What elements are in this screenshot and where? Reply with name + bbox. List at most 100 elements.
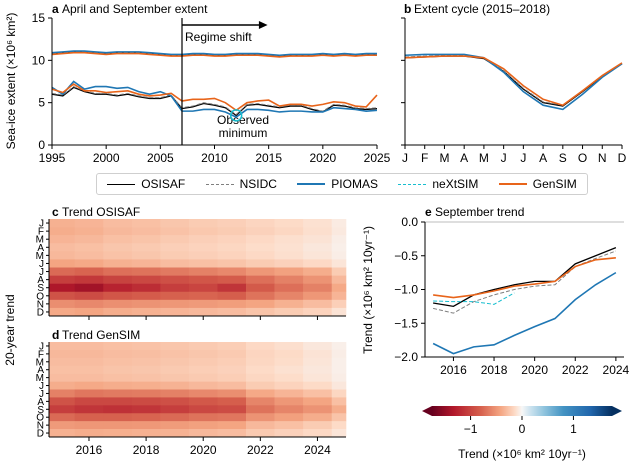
panel-d-cell	[74, 429, 104, 438]
panel-d-cell	[49, 413, 76, 422]
panel-b-xtick-label: F	[421, 151, 428, 165]
panel-d-cell	[160, 413, 190, 422]
panel-d-cell	[103, 373, 133, 382]
panel-c-cell	[49, 299, 76, 309]
panel-c-cell	[49, 291, 76, 301]
panel-d-ytick-label: A	[37, 397, 44, 408]
panel-d-ytick-label: F	[38, 349, 44, 360]
panel-d-cell	[331, 421, 347, 430]
legend-item-nsidc: NSIDC	[205, 177, 277, 191]
panel-c-ytick-label: F	[38, 227, 44, 238]
panel-d-cell	[188, 365, 218, 374]
panel-c-cell	[49, 243, 76, 252]
panel-e-xtick-label: 2016	[440, 363, 467, 377]
panel-d-cell	[131, 413, 161, 422]
panel-d-cell	[49, 342, 76, 351]
panel-d-cell	[303, 357, 333, 367]
panel-d-cell	[103, 405, 133, 414]
panel-c-cell	[131, 307, 161, 317]
colorbar-gradient	[432, 406, 612, 416]
panel-c-cell	[188, 227, 218, 236]
panel-c-cell	[131, 243, 161, 252]
panel-d-xtick-label: 2020	[190, 443, 217, 457]
legend-label-nsidc: NSIDC	[239, 177, 277, 191]
panel-e-ytick-label: −2.0	[394, 350, 418, 364]
panel-c-cell	[74, 259, 104, 268]
panel-d-cell	[274, 365, 304, 374]
panel-c-cell	[331, 227, 347, 236]
panel-d-cell	[49, 373, 76, 382]
panel-d-cell	[246, 349, 275, 359]
panel-e-letter: e	[425, 205, 432, 219]
panel-a-xtick-label: 2000	[93, 151, 120, 165]
panel-d-cell	[49, 421, 76, 430]
panel-d-cell	[103, 357, 133, 367]
panel-d-cell	[303, 389, 333, 398]
panel-d-cell	[246, 405, 275, 414]
panel-c-cell	[49, 227, 76, 236]
panel-d-cell	[217, 389, 247, 398]
panel-d-cell	[188, 397, 218, 406]
panel-e-ytick-label: −1.0	[394, 283, 418, 297]
panel-c-cell	[331, 307, 347, 317]
panel-c-cell	[103, 251, 133, 260]
panel-d-cell	[160, 373, 190, 382]
panel-c-cell	[188, 283, 218, 293]
panel-c-cell	[74, 235, 104, 244]
panel-a-ytick-label: 0	[38, 138, 45, 152]
panel-c-cell	[74, 299, 104, 309]
panel-d-ytick-label: O	[36, 413, 44, 424]
panel-c-cell	[303, 251, 333, 260]
legend-swatch-gensim	[498, 183, 527, 185]
panel-d-cell	[49, 405, 76, 414]
panel-c-cell	[131, 235, 161, 244]
panel-d-cell	[217, 365, 247, 374]
panel-d-cell	[49, 397, 76, 406]
panel-c-cell	[217, 243, 247, 252]
panel-d-ytick-label: N	[37, 421, 44, 432]
panel-c-cell	[49, 267, 76, 276]
panel-c-cell	[188, 251, 218, 260]
panel-e-ytick-label: −0.5	[394, 249, 418, 263]
panel-c-cell	[131, 291, 161, 301]
legend: OSISAF NSIDC PIOMAS neXtSIM GenSIM	[96, 173, 588, 195]
panel-d-cell	[274, 429, 304, 438]
panel-c-cell	[331, 267, 347, 276]
panel-d-cell	[74, 397, 104, 406]
panel-d-cell	[217, 381, 247, 390]
legend-label-osisaf: OSISAF	[141, 177, 186, 191]
panel-d-cell	[331, 381, 347, 390]
panel-c-cell	[160, 259, 190, 268]
panel-a-xtick-label: 2015	[255, 151, 282, 165]
panel-c-cell	[274, 299, 304, 309]
panel-c-cell	[303, 219, 333, 228]
panel-c-ytick-label: J	[39, 267, 44, 278]
panel-c-cell	[303, 243, 333, 252]
panel-c-ytick-label: D	[37, 307, 44, 318]
panel-c-cell	[131, 283, 161, 293]
panel-a-xtick-label: 1995	[39, 151, 66, 165]
panel-c-cell	[217, 259, 247, 268]
panel-d-cell	[131, 357, 161, 367]
panel-d-cell	[74, 389, 104, 398]
panel-e-series-line	[433, 247, 617, 308]
panel-c-cell	[74, 227, 104, 236]
panel-a-line-chart: 0 5 10 15 1995 2000 2005 2010 2015 2020 2025	[32, 11, 391, 165]
panel-c-cell	[103, 275, 133, 284]
panel-e-xtick-label: 2024	[603, 363, 630, 377]
panel-d-cell	[217, 421, 247, 430]
panel-c-cell	[49, 275, 76, 284]
panel-d-cell	[217, 349, 247, 359]
panel-c-cell	[246, 267, 275, 276]
panel-c-cell	[131, 227, 161, 236]
panel-d-cell	[274, 373, 304, 382]
panel-d-cell	[188, 381, 218, 390]
panel-d-cell	[74, 421, 104, 430]
panel-d-ytick-label: M	[36, 373, 44, 384]
panel-c-cell	[188, 299, 218, 309]
panel-c-cell	[188, 235, 218, 244]
panel-b-title: Extent cycle (2015–2018)	[414, 2, 550, 16]
panel-d-cell	[188, 342, 218, 351]
